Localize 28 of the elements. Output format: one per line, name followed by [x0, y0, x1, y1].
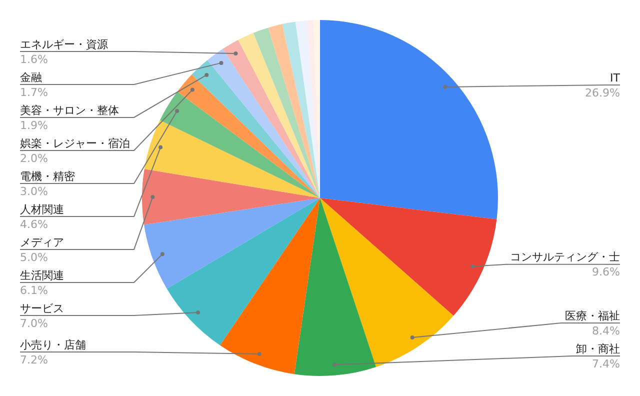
data-label: 4.6%	[20, 218, 48, 231]
data-label: 3.0%	[20, 184, 48, 198]
slice-label: 卸・商社	[576, 342, 620, 356]
data-label: 1.9%	[20, 118, 48, 132]
slice-label: 電機・精密	[20, 170, 75, 183]
slice-label: 美容・サロン・整体	[20, 104, 119, 117]
data-label: 2.0%	[20, 152, 48, 165]
data-label: 7.4%	[592, 357, 620, 370]
data-label: 9.6%	[592, 266, 620, 279]
data-label: 7.0%	[20, 316, 48, 330]
data-label: 6.1%	[20, 284, 48, 297]
slice-label: 小売り・店舗	[20, 338, 86, 352]
slice-label: コンサルティング・士	[510, 250, 620, 264]
slice-label: 生活関連	[20, 268, 64, 282]
data-label: 5.0%	[20, 250, 48, 264]
slice-label: サービス	[20, 302, 64, 315]
data-label: 7.2%	[20, 353, 48, 366]
slice-label: メディア	[20, 236, 64, 249]
data-label: 1.6%	[20, 52, 48, 66]
slice-label: 医療・福祉	[565, 309, 620, 322]
slice-label: 娯楽・レジャー・宿泊	[20, 136, 130, 150]
slice-label: エネルギー・資源	[20, 38, 108, 51]
slice-label: 金融	[20, 70, 42, 84]
data-label: 1.7%	[20, 86, 48, 99]
data-label: 26.9%	[585, 86, 620, 100]
slice-label: 人材関連	[20, 202, 64, 216]
slice-label: IT	[610, 71, 620, 84]
data-label: 8.4%	[592, 324, 620, 338]
